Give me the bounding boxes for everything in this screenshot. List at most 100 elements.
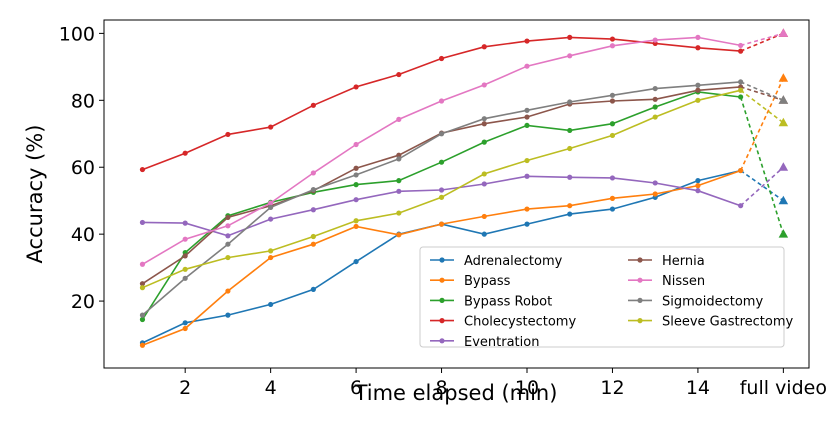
data-point: [182, 220, 188, 226]
full-video-connector: [740, 166, 784, 207]
data-point: [438, 131, 445, 137]
data-point: [609, 121, 616, 127]
data-point: [652, 37, 658, 43]
full-video-connector: [739, 96, 785, 235]
data-point: [310, 187, 316, 193]
data-point: [268, 216, 274, 222]
data-point: [268, 254, 274, 261]
data-point: [225, 288, 231, 294]
data-point: [695, 178, 701, 184]
data-point: [353, 165, 359, 171]
series-eventration: [139, 162, 789, 239]
series-sigmoidectomy: [139, 79, 789, 318]
plot-frame: [103, 19, 810, 369]
legend-swatch-marker: [439, 318, 445, 324]
data-point: [695, 82, 701, 88]
data-point: [567, 174, 573, 180]
data-point: [396, 178, 402, 184]
legend-swatch-marker: [637, 297, 643, 303]
full-video-connector: [739, 77, 785, 171]
data-point: [225, 312, 231, 318]
data-point: [268, 248, 274, 254]
full-video-connector: [740, 32, 784, 47]
data-point: [481, 231, 487, 237]
data-point: [567, 127, 573, 134]
legend-label: Cholecystectomy: [464, 315, 576, 330]
data-point: [268, 124, 274, 130]
data-point: [695, 45, 701, 51]
legend-box: [419, 246, 785, 348]
data-point: [225, 241, 231, 247]
series-bypass-robot: [139, 89, 789, 323]
data-point: [524, 114, 530, 120]
y-tick-label: 20: [71, 291, 95, 313]
full-video-marker: [778, 229, 789, 238]
data-point: [268, 200, 274, 206]
x-tick-label: 14: [686, 377, 710, 399]
legend-label: Sleeve Gastrectomy: [662, 315, 794, 330]
legend-swatch-marker: [637, 318, 643, 324]
legend-item-adrenalectomy: Adrenalectomy: [430, 254, 563, 269]
data-point: [524, 206, 530, 212]
data-point: [438, 159, 445, 165]
legend-swatch-marker: [439, 277, 445, 283]
data-point: [396, 152, 402, 158]
data-point: [396, 232, 402, 238]
legend-item-hernia: Hernia: [628, 254, 705, 269]
data-point: [182, 325, 188, 332]
data-point: [310, 102, 316, 108]
data-point: [139, 166, 146, 173]
data-point: [353, 172, 359, 178]
data-point: [310, 233, 316, 240]
data-point: [225, 131, 231, 138]
data-point: [652, 85, 658, 92]
data-point: [524, 157, 530, 164]
data-point: [738, 203, 744, 209]
full-video-marker: [778, 28, 789, 37]
data-point: [738, 42, 744, 49]
x-tick-label: 8: [435, 377, 447, 399]
full-video-connector: [740, 86, 784, 102]
data-point: [139, 316, 146, 323]
data-point: [481, 181, 487, 187]
legend-item-cholecystectomy: Cholecystectomy: [430, 315, 576, 330]
data-point: [481, 171, 487, 177]
data-point: [396, 156, 402, 162]
x-tick-label: full video: [740, 377, 827, 399]
data-point: [139, 261, 146, 267]
data-point: [609, 132, 616, 139]
data-point: [481, 82, 487, 88]
data-point: [396, 116, 402, 122]
series-line: [142, 36, 741, 265]
legend-label: Sigmoidectomy: [662, 294, 763, 309]
x-axis: 2 4 6 8 10 12 14 full video: [179, 368, 827, 399]
data-point: [524, 221, 530, 227]
y-tick-label: 100: [59, 23, 95, 45]
data-point: [139, 342, 146, 348]
x-tick-label: 4: [265, 377, 277, 399]
data-point: [438, 187, 445, 193]
data-point: [139, 285, 146, 291]
series-layer: [139, 28, 789, 348]
data-point: [652, 114, 658, 120]
data-point: [738, 167, 744, 174]
data-point: [738, 94, 744, 100]
full-video-connector: [740, 89, 784, 124]
data-point: [738, 87, 744, 93]
data-point: [481, 116, 487, 122]
data-point: [310, 286, 316, 292]
data-point: [695, 87, 701, 93]
data-point: [310, 241, 316, 247]
legend-item-eventration: Eventration: [430, 335, 539, 350]
data-point: [695, 34, 701, 41]
data-point: [353, 258, 359, 265]
data-point: [652, 104, 658, 110]
data-point: [396, 188, 402, 194]
data-point: [139, 281, 146, 287]
full-video-marker: [778, 162, 789, 171]
legend-label: Nissen: [662, 274, 705, 289]
data-point: [438, 98, 445, 104]
legend-label: Bypass Robot: [464, 294, 552, 309]
data-point: [353, 197, 359, 203]
data-point: [353, 84, 359, 90]
